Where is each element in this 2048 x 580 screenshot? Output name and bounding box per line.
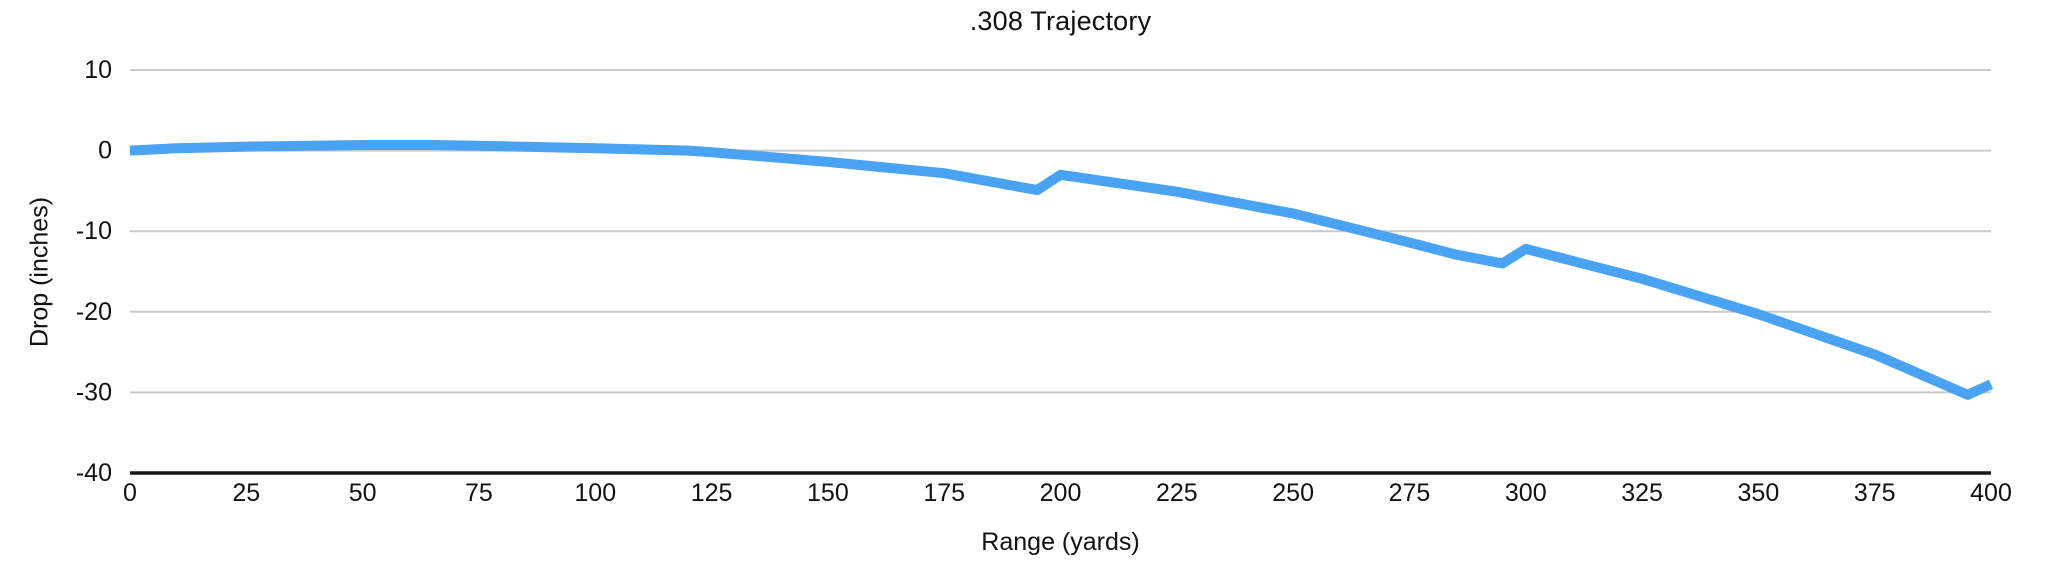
y-tick-label: -20 <box>76 298 112 326</box>
gridlines <box>130 69 1991 475</box>
x-tick-label: 200 <box>1040 479 1082 507</box>
x-tick-label: 150 <box>807 479 849 507</box>
x-tick-label: 300 <box>1505 479 1547 507</box>
chart-title: .308 Trajectory <box>969 6 1152 36</box>
x-tick-label: 50 <box>349 479 377 507</box>
x-tick-label: 225 <box>1156 479 1198 507</box>
x-tick-label: 125 <box>691 479 733 507</box>
x-tick-label: 275 <box>1389 479 1431 507</box>
x-tick-label: 25 <box>232 479 260 507</box>
x-tick-label: 400 <box>1970 479 2012 507</box>
y-tick-label: -30 <box>76 378 112 406</box>
x-tick-labels: 0 25 50 75 100 125 150 175 200 225 250 275 300 325 350… <box>123 479 2012 507</box>
x-tick-label: 250 <box>1272 479 1314 507</box>
x-axis-title: Range (yards) <box>981 528 1140 556</box>
x-tick-label: 375 <box>1854 479 1896 507</box>
x-tick-label: 350 <box>1738 479 1780 507</box>
x-tick-label: 75 <box>465 479 493 507</box>
y-tick-labels: 10 0 -10 -20 -30 -40 <box>76 56 112 487</box>
x-tick-label: 175 <box>923 479 965 507</box>
x-tick-label: 0 <box>123 479 137 507</box>
y-tick-label: 10 <box>84 56 112 84</box>
y-tick-label: -40 <box>76 459 112 487</box>
x-tick-label: 100 <box>574 479 616 507</box>
x-tick-label: 325 <box>1621 479 1663 507</box>
y-tick-label: 0 <box>98 137 112 165</box>
trajectory-line <box>129 140 1994 400</box>
series-lines <box>129 140 1994 400</box>
y-tick-label: -10 <box>76 217 112 245</box>
